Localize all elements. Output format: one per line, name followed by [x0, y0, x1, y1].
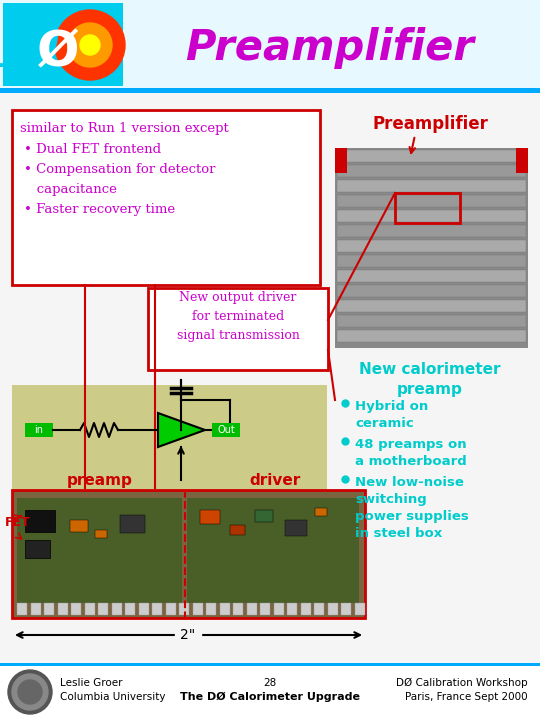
Bar: [516, 148, 528, 173]
Bar: [0, 663, 540, 666]
Bar: [12, 490, 365, 618]
Bar: [337, 195, 526, 207]
Bar: [30, 603, 40, 615]
Bar: [17, 498, 182, 603]
Text: Columbia University: Columbia University: [60, 692, 165, 702]
Bar: [300, 603, 310, 615]
Text: DØ Calibration Workshop: DØ Calibration Workshop: [396, 678, 528, 688]
Bar: [84, 603, 94, 615]
Bar: [395, 193, 460, 223]
Bar: [12, 110, 320, 285]
Bar: [179, 603, 189, 615]
Bar: [165, 603, 176, 615]
Bar: [337, 210, 526, 222]
Bar: [335, 148, 528, 348]
Bar: [315, 508, 327, 516]
Bar: [337, 330, 526, 342]
Bar: [71, 603, 81, 615]
Text: similar to Run 1 version except: similar to Run 1 version except: [20, 122, 229, 135]
Bar: [187, 498, 359, 603]
Bar: [25, 540, 50, 558]
Text: 2": 2": [180, 628, 195, 642]
Circle shape: [80, 35, 100, 55]
Bar: [337, 285, 526, 297]
Text: Hybrid on
ceramic: Hybrid on ceramic: [355, 400, 428, 430]
Bar: [219, 603, 230, 615]
Bar: [337, 225, 526, 237]
Bar: [70, 520, 88, 532]
Text: Preamplifier: Preamplifier: [372, 115, 488, 133]
Bar: [337, 180, 526, 192]
Bar: [192, 603, 202, 615]
Circle shape: [12, 674, 48, 710]
Text: Paris, France Sept 2000: Paris, France Sept 2000: [406, 692, 528, 702]
Text: Ø: Ø: [37, 28, 79, 76]
Bar: [0, 93, 540, 670]
Text: The DØ Calorimeter Upgrade: The DØ Calorimeter Upgrade: [180, 692, 360, 702]
Bar: [98, 603, 108, 615]
Bar: [327, 603, 338, 615]
Bar: [212, 423, 240, 437]
Bar: [337, 300, 526, 312]
Bar: [273, 603, 284, 615]
Text: New low-noise
switching
power supplies
in steel box: New low-noise switching power supplies i…: [355, 476, 469, 540]
Bar: [138, 603, 149, 615]
Circle shape: [18, 680, 42, 704]
Bar: [230, 525, 245, 535]
Text: D: D: [0, 14, 60, 82]
Bar: [246, 603, 256, 615]
Bar: [0, 88, 540, 93]
Text: Out: Out: [217, 425, 235, 435]
Bar: [120, 515, 145, 533]
Text: New output driver
for terminated
signal transmission: New output driver for terminated signal …: [177, 291, 300, 342]
Bar: [206, 603, 216, 615]
Bar: [12, 385, 327, 495]
Bar: [0, 666, 540, 720]
Bar: [341, 603, 351, 615]
Circle shape: [8, 670, 52, 714]
Bar: [200, 510, 220, 524]
Polygon shape: [158, 413, 205, 447]
Text: FET: FET: [5, 516, 31, 528]
Bar: [25, 423, 53, 437]
Circle shape: [55, 10, 125, 80]
Bar: [287, 603, 297, 615]
Text: preamp: preamp: [67, 473, 133, 488]
Bar: [354, 603, 364, 615]
Text: 48 preamps on
a motherboard: 48 preamps on a motherboard: [355, 438, 467, 468]
Bar: [337, 165, 526, 177]
Bar: [44, 603, 54, 615]
Text: • Dual FET frontend
• Compensation for detector
   capacitance
• Faster recovery: • Dual FET frontend • Compensation for d…: [24, 143, 215, 216]
Text: Preamplifier: Preamplifier: [186, 27, 475, 69]
Bar: [25, 510, 55, 532]
Text: New calorimeter
preamp: New calorimeter preamp: [359, 362, 501, 397]
Bar: [57, 603, 68, 615]
Text: in: in: [35, 425, 44, 435]
Bar: [337, 315, 526, 327]
Bar: [95, 530, 107, 538]
Bar: [335, 148, 347, 173]
Text: driver: driver: [249, 473, 301, 488]
Bar: [260, 603, 270, 615]
Bar: [337, 255, 526, 267]
Bar: [125, 603, 135, 615]
Bar: [337, 150, 526, 162]
Bar: [337, 240, 526, 252]
Bar: [152, 603, 162, 615]
Bar: [17, 603, 27, 615]
Bar: [285, 520, 307, 536]
Bar: [255, 510, 273, 522]
Bar: [233, 603, 243, 615]
Text: 28: 28: [264, 678, 276, 688]
Text: Leslie Groer: Leslie Groer: [60, 678, 123, 688]
Bar: [337, 270, 526, 282]
Circle shape: [68, 23, 112, 67]
Bar: [0, 0, 540, 90]
Bar: [3, 3, 123, 86]
Bar: [111, 603, 122, 615]
Bar: [314, 603, 324, 615]
Bar: [148, 288, 328, 370]
